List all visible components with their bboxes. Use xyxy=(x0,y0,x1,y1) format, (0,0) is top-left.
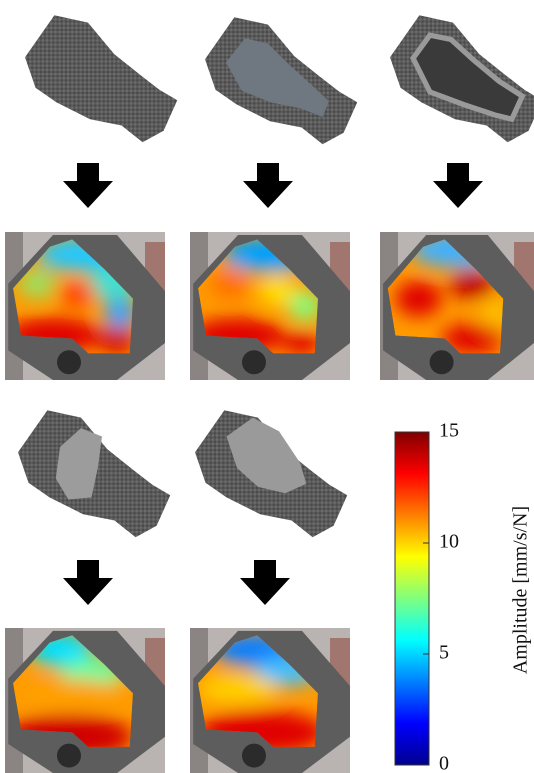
heatmap-blob xyxy=(104,299,136,329)
colorbar-tick-label: 0 xyxy=(439,753,449,773)
colorbar xyxy=(395,432,429,765)
heatmap-panel xyxy=(190,232,350,380)
colorbar-label: Amplitude [mm/s/N] xyxy=(510,506,532,674)
specimen xyxy=(205,17,357,144)
specimen-body xyxy=(25,15,177,142)
heatmap-blob xyxy=(395,281,441,317)
heatmap-blob xyxy=(211,269,249,299)
heatmap-panel xyxy=(5,232,165,380)
specimen xyxy=(195,410,347,537)
specimen xyxy=(18,410,170,537)
arrow xyxy=(433,163,483,208)
colorbar-tick-label: 5 xyxy=(439,642,449,664)
specimen xyxy=(390,15,534,142)
fixture-hub xyxy=(57,744,81,768)
arrow xyxy=(240,560,290,605)
fixture-hub xyxy=(57,350,81,374)
arrow xyxy=(243,163,293,208)
heatmap-panel xyxy=(190,628,350,773)
colorbar-tick-label: 15 xyxy=(439,420,459,442)
fixture-hub xyxy=(242,350,266,374)
heatmap-panel xyxy=(380,232,534,380)
fixture-hub xyxy=(242,744,266,768)
arrow xyxy=(63,560,113,605)
fixture-hub xyxy=(430,350,454,374)
heatmap-blob xyxy=(58,282,96,306)
heatmap-blob xyxy=(13,679,125,708)
figure: 0 5 10 15 Amplitude [mm/s/N] xyxy=(0,0,534,773)
specimen xyxy=(25,15,177,142)
heatmap-panel xyxy=(5,628,165,773)
panels xyxy=(5,15,534,773)
heatmap-blob xyxy=(198,674,278,703)
colorbar-tick-label: 10 xyxy=(439,531,459,553)
arrow xyxy=(63,163,113,208)
